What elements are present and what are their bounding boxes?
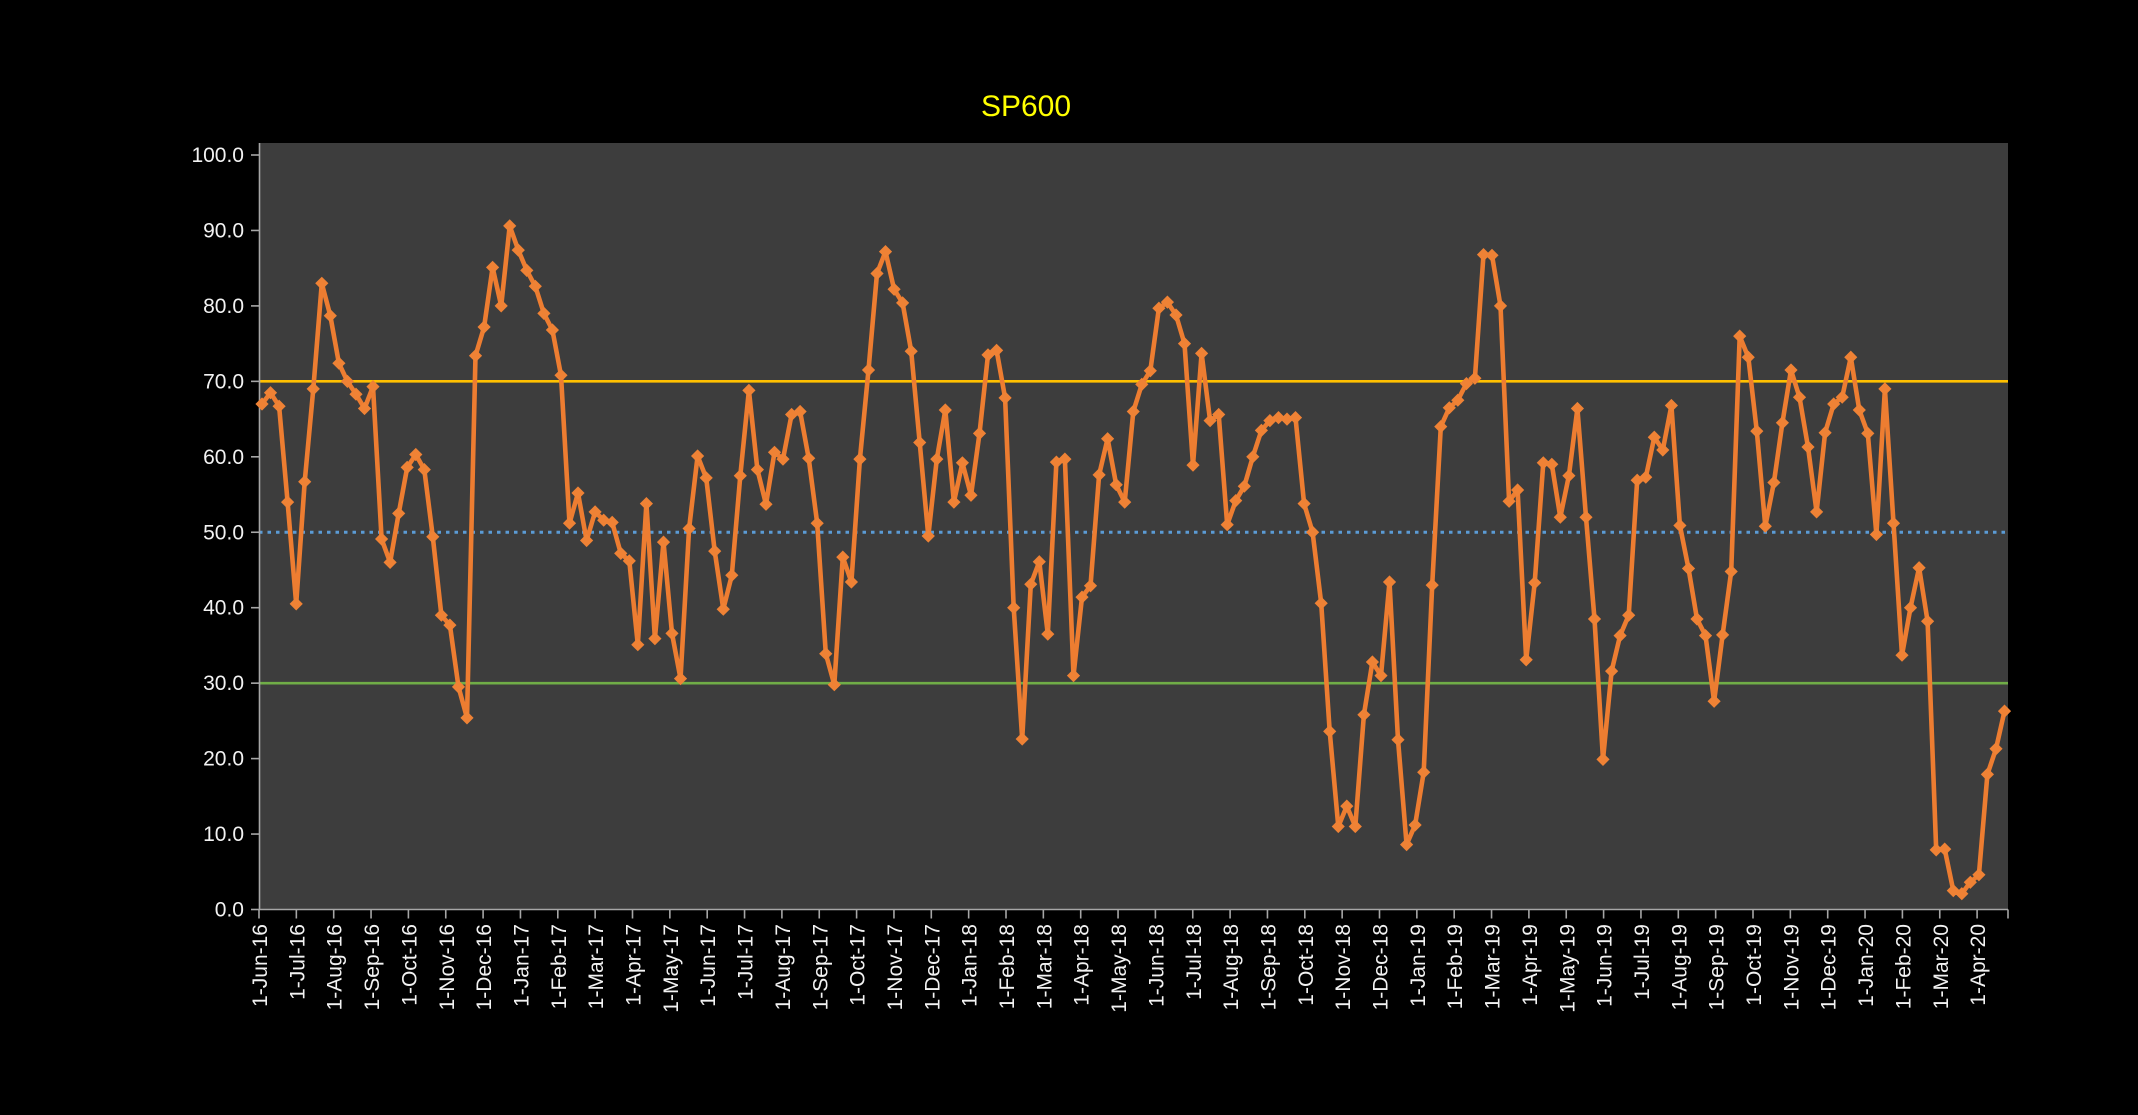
x-tick-label: 1-Mar-17	[585, 924, 608, 1009]
x-tick-label: 1-Aug-19	[1668, 924, 1691, 1010]
x-tick-label: 1-Sep-16	[361, 924, 384, 1010]
y-tick-label: 90.0	[203, 219, 244, 242]
x-tick-label: 1-Nov-16	[436, 924, 459, 1010]
x-tick-label: 1-Apr-18	[1071, 924, 1094, 1006]
x-tick-label: 1-Nov-19	[1780, 924, 1803, 1010]
x-axis: 1-Jun-16 1-Jul-16 1-Aug-16 1-Sep-16 1-Oct-16…	[249, 909, 2009, 1013]
x-tick-label: 1-Aug-17	[772, 924, 795, 1010]
y-tick-label: 70.0	[203, 370, 244, 393]
y-tick-label: 80.0	[203, 295, 244, 318]
x-tick-label: 1-Oct-16	[398, 924, 421, 1006]
y-tick-label: 0.0	[215, 899, 244, 922]
x-tick-label: 1-Jun-18	[1145, 924, 1168, 1007]
x-tick-label: 1-Feb-18	[996, 924, 1019, 1009]
x-tick-label: 1-Nov-17	[884, 924, 907, 1010]
x-tick-label: 1-Jul-17	[735, 924, 758, 1000]
x-tick-label: 1-Jul-18	[1183, 924, 1206, 1000]
x-tick-label: 1-Jul-16	[286, 924, 309, 1000]
y-axis: 0.0 10.0 20.0 30.0 40.0 50.0 60.0 70.0 80.0 90.0 1…	[191, 144, 259, 922]
x-tick-label: 1-Dec-17	[921, 924, 944, 1010]
x-tick-label: 1-Sep-17	[809, 924, 832, 1010]
x-tick-label: 1-Aug-18	[1220, 924, 1243, 1010]
x-tick-label: 1-Jun-17	[697, 924, 720, 1007]
x-tick-label: 1-Jul-19	[1631, 924, 1654, 1000]
y-tick-label: 50.0	[203, 521, 244, 544]
plot-area	[259, 143, 2008, 910]
x-tick-label: 1-Apr-20	[1967, 924, 1990, 1006]
x-tick-label: 1-Feb-20	[1892, 924, 1915, 1009]
y-tick-label: 10.0	[203, 823, 244, 846]
x-tick-label: 1-Feb-19	[1444, 924, 1467, 1009]
x-tick-label: 1-Feb-17	[548, 924, 571, 1009]
x-tick-label: 1-Oct-18	[1295, 924, 1318, 1006]
x-tick-label: 1-Jun-19	[1594, 924, 1617, 1007]
x-tick-label: 1-Mar-18	[1033, 924, 1056, 1009]
x-tick-label: 1-Mar-19	[1482, 924, 1505, 1009]
x-tick-label: 1-Sep-19	[1706, 924, 1729, 1010]
x-tick-label: 1-Jan-17	[510, 924, 533, 1007]
x-tick-label: 1-Sep-18	[1257, 924, 1280, 1010]
x-tick-label: 1-Jan-20	[1855, 924, 1878, 1007]
y-tick-label: 40.0	[203, 597, 244, 620]
y-tick-label: 60.0	[203, 446, 244, 469]
x-tick-label: 1-Jan-19	[1407, 924, 1430, 1007]
x-tick-label: 1-Mar-20	[1930, 924, 1953, 1009]
x-tick-label: 1-Apr-19	[1519, 924, 1542, 1006]
x-tick-label: 1-Dec-18	[1370, 924, 1393, 1010]
y-tick-label: 100.0	[191, 144, 244, 167]
y-tick-label: 30.0	[203, 672, 244, 695]
x-tick-label: 1-Dec-19	[1818, 924, 1841, 1010]
x-tick-label: 1-May-17	[660, 924, 683, 1013]
x-tick-label: 1-Oct-17	[847, 924, 870, 1006]
x-tick-label: 1-Oct-19	[1743, 924, 1766, 1006]
x-tick-label: 1-Jan-18	[959, 924, 982, 1007]
chart-title: SP600	[981, 90, 1071, 123]
x-tick-label: 1-Jun-16	[249, 924, 272, 1007]
x-tick-label: 1-May-18	[1108, 924, 1131, 1013]
x-tick-label: 1-May-19	[1556, 924, 1579, 1013]
x-tick-label: 1-Aug-16	[324, 924, 347, 1010]
x-tick-label: 1-Nov-18	[1332, 924, 1355, 1010]
y-tick-label: 20.0	[203, 748, 244, 771]
x-tick-label: 1-Apr-17	[623, 924, 646, 1006]
x-tick-label: 1-Dec-16	[473, 924, 496, 1010]
